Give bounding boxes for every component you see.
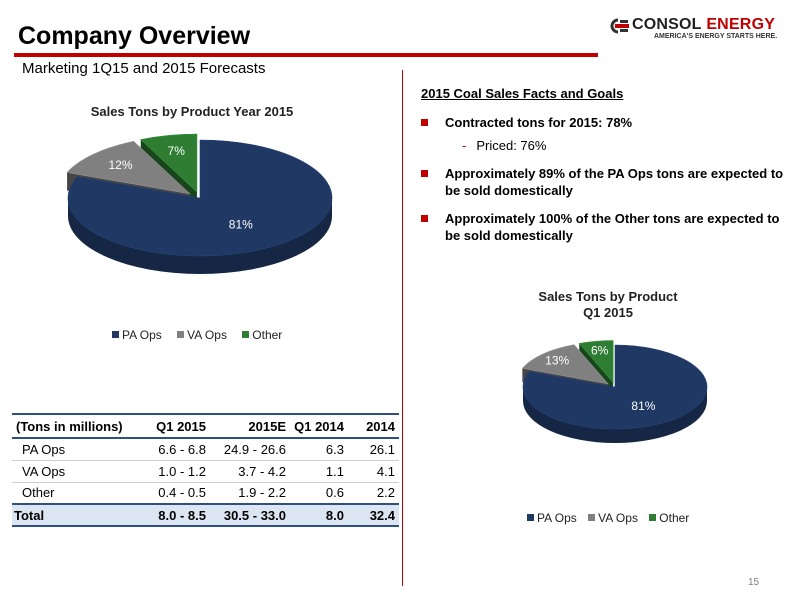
table-cell: 0.6 xyxy=(290,482,348,505)
fact-bullet: Approximately 89% of the PA Ops tons are… xyxy=(421,165,791,199)
pie-slice-pa-ops xyxy=(522,344,708,443)
table-row: Other 0.4 - 0.5 1.9 - 2.2 0.6 2.2 xyxy=(12,482,399,505)
sales-tons-table: (Tons in millions) Q1 2015 2015E Q1 2014… xyxy=(12,413,399,527)
table-total-row: Total 8.0 - 8.5 30.5 - 33.0 8.0 32.4 xyxy=(12,503,399,527)
data-label-other: 7% xyxy=(168,144,186,158)
table-cell: 6.3 xyxy=(290,438,348,461)
pie-slice-pa-ops xyxy=(67,139,333,274)
logo-mark-icon xyxy=(610,18,629,34)
pie-chart-year-2015: 81% 12% 7% xyxy=(66,133,333,274)
table-cell: 8.0 xyxy=(290,503,348,527)
fact-bullet: Approximately 100% of the Other tons are… xyxy=(421,210,791,244)
table-row: VA Ops 1.0 - 1.2 3.7 - 4.2 1.1 4.1 xyxy=(12,460,399,483)
logo-tagline: AMERICA'S ENERGY STARTS HERE. xyxy=(654,33,778,40)
legend-item-other: Other xyxy=(649,511,689,525)
legend-item-pa-ops: PA Ops xyxy=(112,328,162,342)
table-cell: 32.4 xyxy=(348,503,399,527)
title-divider xyxy=(14,53,598,57)
column-header: 2014 xyxy=(348,413,399,439)
table-cell: 3.7 - 4.2 xyxy=(210,460,290,483)
table-cell: 6.6 - 6.8 xyxy=(138,438,210,461)
table-cell: 26.1 xyxy=(348,438,399,461)
table-cell: VA Ops xyxy=(12,460,138,483)
table-header-row: (Tons in millions) Q1 2015 2015E Q1 2014… xyxy=(12,413,399,439)
table-cell: 8.0 - 8.5 xyxy=(138,503,210,527)
data-label-va-ops: 12% xyxy=(108,158,132,172)
page-number: 15 xyxy=(748,577,760,588)
data-label-va-ops: 13% xyxy=(545,354,569,368)
legend-q1-2015: PA Ops VA Ops Other xyxy=(527,511,689,525)
column-header: Q1 2015 xyxy=(138,413,210,439)
page-subtitle: Marketing 1Q15 and 2015 Forecasts xyxy=(22,60,266,77)
table-cell: 30.5 - 33.0 xyxy=(210,503,290,527)
table-row: PA Ops 6.6 - 6.8 24.9 - 26.6 6.3 26.1 xyxy=(12,438,399,461)
data-label-pa-ops: 81% xyxy=(229,217,253,231)
table-cell: 1.0 - 1.2 xyxy=(138,460,210,483)
legend-item-pa-ops: PA Ops xyxy=(527,511,577,525)
page-title: Company Overview xyxy=(18,22,251,50)
column-header: Q1 2014 xyxy=(290,413,348,439)
chart-title-year-2015: Sales Tons by Product Year 2015 xyxy=(90,104,294,119)
legend-item-other: Other xyxy=(242,328,282,342)
table-cell: 24.9 - 26.6 xyxy=(210,438,290,461)
company-logo: CONSOL ENERGY AMERICA'S ENERGY STARTS HE… xyxy=(606,16,786,44)
fact-sub-bullet: - Priced: 76% xyxy=(462,138,547,153)
column-divider xyxy=(402,70,403,586)
data-label-pa-ops: 81% xyxy=(631,399,655,413)
legend-item-va-ops: VA Ops xyxy=(588,511,638,525)
table-cell: 0.4 - 0.5 xyxy=(138,482,210,505)
table-cell: 1.9 - 2.2 xyxy=(210,482,290,505)
table-cell: Other xyxy=(12,482,138,505)
logo-name: CONSOL ENERGY xyxy=(632,16,776,33)
data-label-other: 6% xyxy=(591,343,609,357)
legend-item-va-ops: VA Ops xyxy=(177,328,227,342)
table-cell: PA Ops xyxy=(12,438,138,461)
chart-title-q1-2015: Sales Tons by Product Q1 2015 xyxy=(538,289,678,320)
table-cell: Total xyxy=(12,503,138,527)
fact-bullet: Contracted tons for 2015: 78% xyxy=(421,114,791,131)
column-header: (Tons in millions) xyxy=(12,413,138,439)
pie-chart-q1-2015: 81% 13% 6% xyxy=(521,340,708,443)
legend-year-2015: PA Ops VA Ops Other xyxy=(112,328,294,342)
facts-heading: 2015 Coal Sales Facts and Goals xyxy=(421,86,624,101)
column-header: 2015E xyxy=(210,413,290,439)
table-cell: 1.1 xyxy=(290,460,348,483)
table-cell: 4.1 xyxy=(348,460,399,483)
table-cell: 2.2 xyxy=(348,482,399,505)
